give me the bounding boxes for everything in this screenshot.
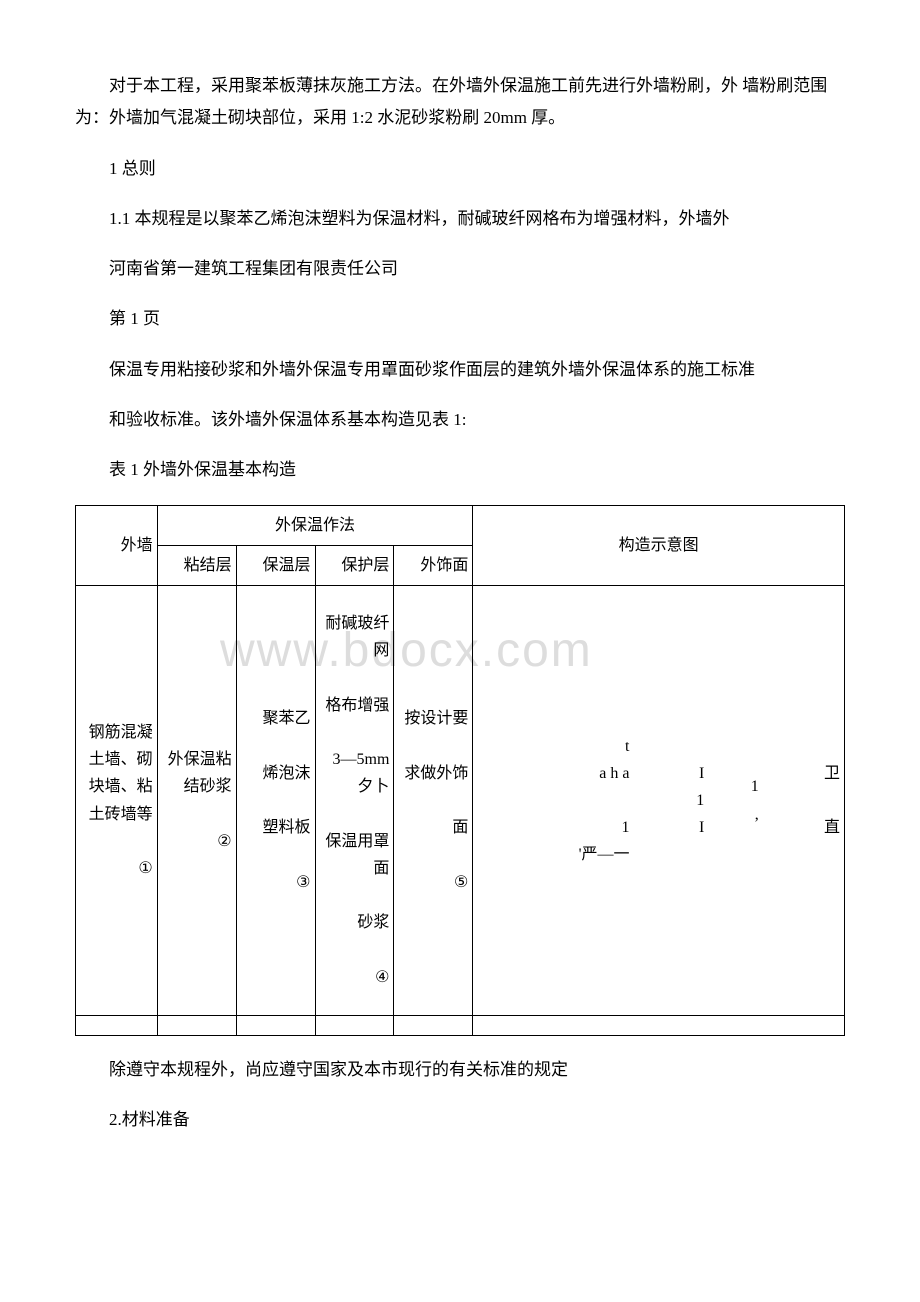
paragraph-table-title: 表 1 外墙外保温基本构造 xyxy=(75,454,845,486)
paragraph-1-1: 1.1 本规程是以聚苯乙烯泡沫塑料为保温材料，耐碱玻纤网格布为增强材料，外墙外 xyxy=(75,203,845,235)
cell-insulation: 聚苯乙烯泡沫塑料板③ xyxy=(236,586,315,1016)
cell-facing: 按设计要求做外饰面⑤ xyxy=(394,586,473,1016)
header-insulation: 保温层 xyxy=(236,545,315,585)
document-content: 对于本工程，采用聚苯板薄抹灰施工方法。在外墙外保温施工前先进行外墙粉刷，外 墙粉… xyxy=(75,70,845,1137)
empty-cell xyxy=(473,1016,552,1036)
cell-diagram-3: 1, xyxy=(708,586,762,1016)
cell-diagram-2: I1I xyxy=(633,586,708,1016)
header-bond: 粘结层 xyxy=(157,545,236,585)
empty-cell xyxy=(76,1016,158,1036)
empty-cell xyxy=(633,1016,708,1036)
table-header-row-1: 外墙 外保温作法 构造示意图 xyxy=(76,505,845,545)
paragraph-intro: 对于本工程，采用聚苯板薄抹灰施工方法。在外墙外保温施工前先进行外墙粉刷，外 墙粉… xyxy=(75,70,845,135)
header-wall: 外墙 xyxy=(76,505,158,585)
empty-cell xyxy=(552,1016,634,1036)
header-protection: 保护层 xyxy=(315,545,394,585)
table-data-row: 钢筋混凝 土墙、砌 块墙、粘 土砖墙等① 外保温粘结砂浆② 聚苯乙烯泡沫塑料板③… xyxy=(76,586,845,1016)
empty-cell xyxy=(763,1016,845,1036)
header-facing: 外饰面 xyxy=(394,545,473,585)
cell-bond: 外保温粘结砂浆② xyxy=(157,586,236,1016)
paragraph-materials: 2.材料准备 xyxy=(75,1104,845,1136)
paragraph-standard-2: 和验收标准。该外墙外保温体系基本构造见表 1: xyxy=(75,404,845,436)
header-method: 外保温作法 xyxy=(157,505,473,545)
cell-wall: 钢筋混凝 土墙、砌 块墙、粘 土砖墙等① xyxy=(76,586,158,1016)
construction-table: 外墙 外保温作法 构造示意图 粘结层 保温层 保护层 外饰面 钢筋混凝 土墙、砌… xyxy=(75,505,845,1036)
cell-diagram-4: 卫直 xyxy=(763,586,845,1016)
header-diagram: 构造示意图 xyxy=(473,505,845,585)
paragraph-standard-1: 保温专用粘接砂浆和外墙外保温专用罩面砂浆作面层的建筑外墙外保温体系的施工标准 xyxy=(75,354,845,386)
cell-diagram-1: ta h a1'严—一 xyxy=(552,586,634,1016)
table-empty-row xyxy=(76,1016,845,1036)
empty-cell xyxy=(315,1016,394,1036)
empty-cell xyxy=(236,1016,315,1036)
paragraph-section-1: 1 总则 xyxy=(75,153,845,185)
empty-cell xyxy=(157,1016,236,1036)
paragraph-page-number: 第 1 页 xyxy=(75,303,845,335)
empty-cell xyxy=(708,1016,762,1036)
paragraph-company: 河南省第一建筑工程集团有限责任公司 xyxy=(75,253,845,285)
cell-diagram-gap xyxy=(473,586,552,1016)
paragraph-compliance: 除遵守本规程外，尚应遵守国家及本市现行的有关标准的规定 xyxy=(75,1054,845,1086)
empty-cell xyxy=(394,1016,473,1036)
cell-protection: 耐碱玻纤网格布增强3—5mm夕卜保温用罩面砂浆④ xyxy=(315,586,394,1016)
